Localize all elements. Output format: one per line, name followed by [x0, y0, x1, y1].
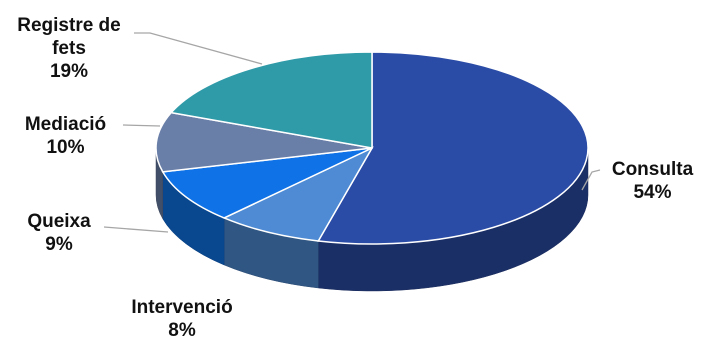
leader-line-consulta — [581, 169, 601, 191]
pie-slice-consulta — [317, 51, 589, 245]
pie-slice-mediacio — [155, 111, 373, 173]
leader-line-registre-de-fets — [134, 32, 263, 65]
label-intervencio-percent: 8% — [168, 320, 196, 341]
label-mediacio-name: Mediació — [24, 114, 107, 135]
leader-line-queixa — [103, 226, 169, 233]
label-registre-de-fets: Registre de fets 19% — [4, 14, 134, 83]
pie-slice-intervencio — [222, 146, 374, 242]
label-mediacio-percent: 10% — [46, 137, 85, 158]
pie-slice-queixa — [161, 147, 373, 219]
pie-slice-registre-de-fets — [169, 51, 373, 149]
label-queixa: Queixa 9% — [14, 210, 104, 256]
label-consulta-percent: 54% — [633, 182, 672, 203]
label-intervencio-name: Intervenció — [131, 297, 233, 318]
label-queixa-percent: 9% — [45, 234, 73, 255]
label-consulta-name: Consulta — [611, 159, 694, 180]
label-queixa-name: Queixa — [27, 211, 91, 232]
label-registre-de-fets-name: Registre de fets — [17, 15, 121, 59]
label-mediacio: Mediació 10% — [8, 113, 123, 159]
label-registre-de-fets-percent: 19% — [49, 61, 89, 82]
label-consulta: Consulta 54% — [600, 158, 703, 204]
leader-line-mediacio — [122, 124, 161, 127]
label-intervencio: Intervenció 8% — [112, 296, 252, 342]
